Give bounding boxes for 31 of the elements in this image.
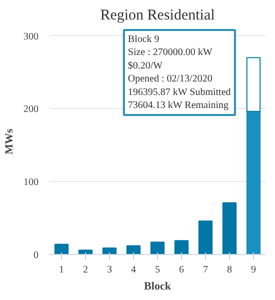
x-tick-label: 3 xyxy=(107,264,112,276)
bar xyxy=(246,110,261,254)
chart-title: Region Residential xyxy=(100,8,215,24)
x-tick-label: 2 xyxy=(83,264,88,276)
bar xyxy=(222,202,237,254)
bar xyxy=(54,244,69,254)
y-tick-label: 200 xyxy=(24,104,38,116)
x-tick-label: 9 xyxy=(251,264,256,276)
x-tick-label: 4 xyxy=(131,264,136,276)
bar xyxy=(198,220,213,254)
annotation: $0.20/W xyxy=(128,60,164,72)
x-tick-label: 8 xyxy=(227,264,232,276)
annotation: 73604.13 kW Remaining xyxy=(128,100,229,111)
y-tick-label: 100 xyxy=(24,177,38,188)
annotation: Size : 270000.00 kW xyxy=(128,47,213,58)
bar xyxy=(246,57,261,112)
bar xyxy=(102,247,117,254)
x-tick-label: 5 xyxy=(155,264,160,276)
annotation: Block 9 xyxy=(128,34,160,45)
bar xyxy=(126,245,141,254)
bar xyxy=(174,240,189,254)
x-tick-label: 6 xyxy=(179,264,184,276)
x-tick-label: 7 xyxy=(203,264,208,276)
y-tick-label: 0 xyxy=(34,250,38,261)
annotation: 196395.87 kW Submitted xyxy=(128,86,231,98)
x-tick-label: 1 xyxy=(59,264,64,276)
annotation: Opened : 02/13/2020 xyxy=(128,74,212,85)
y-tick-label: 300 xyxy=(24,31,38,42)
x-axis-title: Block xyxy=(144,280,172,292)
y-axis-title: MWs xyxy=(4,128,16,154)
bar xyxy=(150,242,165,254)
